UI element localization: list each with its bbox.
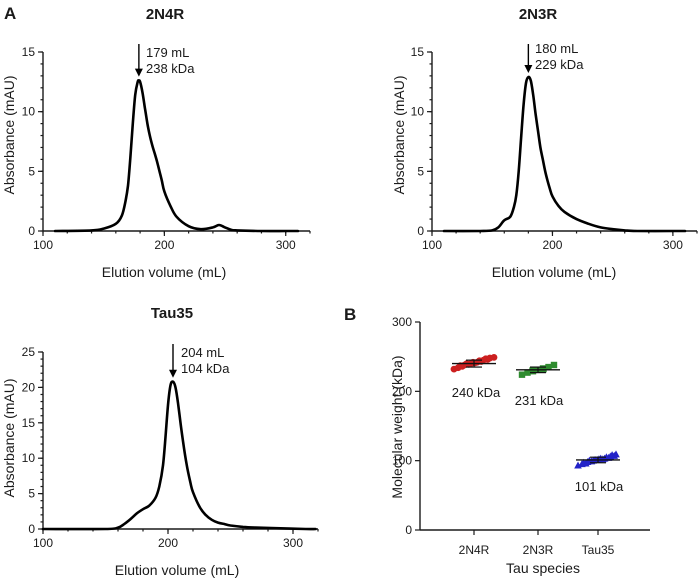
peak-arrow-head [134,68,143,77]
mean-label-2n4r: 240 kDa [452,385,501,400]
x-tick-label: 300 [276,238,296,252]
data-point-2n3r [518,371,526,378]
panel-letter-b: B [344,305,356,324]
x-tick-label: 100 [422,238,442,252]
chart-title: 2N4R [146,6,185,23]
y-tick-label: 0 [405,523,412,537]
category-label-2n4r: 2N4R [459,543,490,557]
y-tick-label: 5 [28,164,35,178]
category-label-tau35: Tau35 [582,543,615,557]
peak-arrow-head [169,369,177,378]
y-tick-label: 10 [22,451,36,465]
y-tick-label: 15 [22,45,36,59]
peak-annotation-volume: 180 mL [535,41,578,56]
mean-label-2n3r: 231 kDa [515,393,564,408]
peak-annotation-mw: 104 kDa [181,361,230,376]
elution-trace [442,75,687,233]
x-tick-label: 200 [158,536,178,550]
y-tick-label: 10 [22,105,36,119]
y-tick-label: 0 [28,224,35,238]
x-tick-label: 300 [663,238,683,252]
peak-annotation-volume: 204 mL [181,345,224,360]
x-axis-title: Elution volume (mL) [102,264,227,280]
x-tick-label: 100 [33,536,53,550]
y-axis-title: Absorbance (mAU) [1,75,17,194]
data-point-2n3r [539,365,547,372]
y-tick-label: 25 [22,345,36,359]
y-tick-label: 20 [22,380,36,394]
peak-annotation-mw: 229 kDa [535,57,584,72]
y-axis-title: Molecular weight (kDa) [389,355,405,498]
chart-2n4r: 2N4R Elution volume (mL) Absorbance (mAU… [1,6,311,280]
peak-annotation-mw: 238 kDa [146,61,195,76]
chart-tau35: Tau35 Elution volume (mL) Absorbance (mA… [1,305,319,578]
mean-label-tau35: 101 kDa [575,479,624,494]
y-tick-label: 15 [411,45,425,59]
x-axis-title: Elution volume (mL) [115,562,240,578]
data-point-2n3r [550,361,558,369]
y-tick-label: 200 [392,384,412,398]
x-axis-title: Elution volume (mL) [492,264,617,280]
y-tick-label: 5 [28,487,35,501]
x-tick-label: 100 [33,238,53,252]
elution-trace [53,79,300,233]
peak-arrow-head [524,65,533,74]
category-label-2n3r: 2N3R [523,543,554,557]
y-axis-title: Absorbance (mAU) [391,75,407,194]
data-point-2n3r [524,369,531,376]
y-tick-label: 5 [417,164,424,178]
data-point-tau35 [612,450,620,458]
x-tick-label: 200 [542,238,562,252]
x-tick-label: 300 [283,536,303,550]
y-tick-label: 15 [22,416,36,430]
y-tick-label: 300 [392,315,412,329]
data-point-2n4r [490,353,498,361]
y-axis-title: Absorbance (mAU) [1,378,17,497]
y-tick-label: 0 [417,224,424,238]
data-point-2n3r [545,363,552,371]
elution-trace [41,380,317,531]
chart-molecular-weight: Tau species Molecular weight (kDa) 2N4R … [389,315,650,576]
y-tick-label: 0 [28,522,35,536]
chart-title: Tau35 [151,305,193,322]
y-tick-label: 100 [392,454,412,468]
panel-letter-a: A [4,4,16,23]
peak-annotation-volume: 179 mL [146,45,189,60]
chart-title: 2N3R [519,6,558,23]
chart-2n3r: 2N3R Elution volume (mL) Absorbance (mAU… [391,6,698,280]
y-tick-label: 10 [411,105,425,119]
x-axis-title: Tau species [506,560,580,576]
x-tick-label: 200 [154,238,174,252]
